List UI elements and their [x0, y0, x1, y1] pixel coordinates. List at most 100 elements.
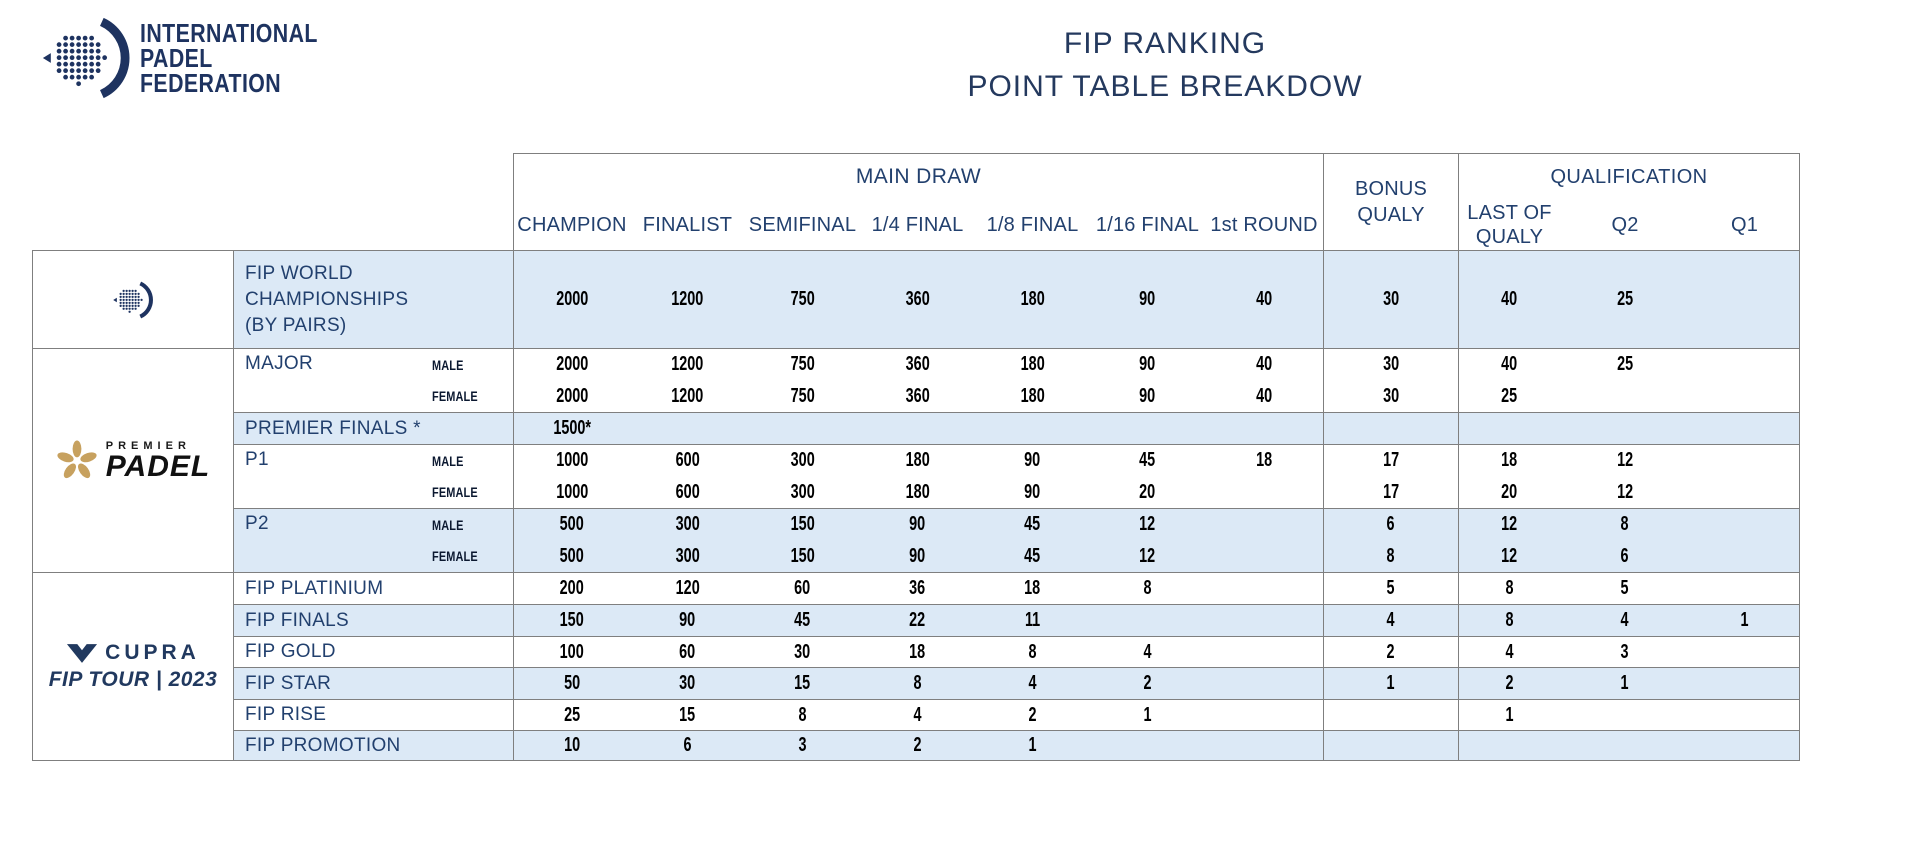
header-eighth-final: 1/8 FINAL [975, 200, 1090, 250]
cell-text: 360 [905, 353, 930, 375]
cell-text: 40 [1501, 288, 1518, 310]
points-cell: 360 [860, 380, 975, 412]
gender-cell: FEMALE [430, 476, 513, 508]
cell-text: 1200 [671, 288, 704, 310]
points-cell [1090, 604, 1205, 636]
cell-text: 150 [559, 609, 585, 631]
points-cell: 30 [1323, 380, 1458, 412]
points-cell [1205, 540, 1323, 572]
points-cell [860, 412, 975, 444]
points-cell: 90 [1090, 380, 1205, 412]
points-cell: 8 [860, 667, 975, 699]
points-cell: 15 [630, 699, 745, 730]
cell-text: 12 [1501, 544, 1518, 567]
points-cell [1690, 508, 1800, 540]
points-cell [1205, 412, 1323, 444]
cell-text: 22 [909, 609, 926, 631]
points-cell: 90 [860, 508, 975, 540]
fip-ball-icon [113, 281, 153, 318]
points-cell [1690, 348, 1800, 380]
points-cell: 100 [513, 636, 630, 667]
cell-text: 4 [1028, 672, 1037, 694]
points-cell [1090, 730, 1205, 761]
points-cell [1205, 667, 1323, 699]
points-cell [1690, 476, 1800, 508]
points-cell [1205, 636, 1323, 667]
points-cell [1560, 699, 1690, 730]
cell-text: FEMALE [432, 548, 478, 564]
points-cell: 180 [860, 476, 975, 508]
cell-text: 40 [1501, 353, 1518, 375]
points-cell [1690, 636, 1800, 667]
cell-text: 18 [909, 640, 926, 663]
cell-text: 30 [794, 640, 811, 663]
points-cell: 2000 [513, 348, 630, 380]
cell-text: 8 [798, 703, 807, 726]
points-cell: 2 [860, 730, 975, 761]
cell-text: 12 [1616, 480, 1634, 503]
brand-line-3: FEDERATION [140, 67, 282, 98]
points-cell: 90 [975, 476, 1090, 508]
points-cell [1560, 380, 1690, 412]
cell-text: 600 [675, 480, 700, 503]
points-cell [1205, 604, 1323, 636]
points-cell: 25 [1560, 348, 1690, 380]
cell-text: 50 [563, 672, 581, 694]
cell-text: 25 [1616, 288, 1634, 310]
points-cell: 3 [745, 730, 860, 761]
header-bonus-line1: BONUS [1354, 178, 1428, 200]
points-cell: 18 [1205, 444, 1323, 476]
page-title: FIP RANKING POINT TABLE BREAKDOW [900, 22, 1430, 108]
cell-text: 6 [1620, 544, 1630, 567]
cell-text: 40 [1255, 384, 1273, 407]
category-cell: MAJOR [233, 348, 430, 412]
cell-text: FIP WORLD CHAMPIONSHIPS [245, 262, 409, 310]
points-cell: 45 [975, 508, 1090, 540]
cell-text: 18 [1024, 577, 1041, 599]
points-cell: 90 [860, 540, 975, 572]
cell-text: 750 [790, 353, 815, 375]
category-cell: FIP GOLD [233, 636, 513, 667]
cell-text: 180 [1020, 384, 1045, 407]
cell-text: 90 [909, 544, 926, 567]
fip-ball-icon [42, 17, 130, 99]
premier-label: PREMIER [105, 439, 191, 452]
points-cell: 1 [975, 730, 1090, 761]
cell-text: 1 [1505, 703, 1514, 726]
header-bonus-line2: QUALY [1357, 204, 1425, 226]
cell-text: 1500* [553, 417, 591, 439]
points-cell: 6 [1560, 540, 1690, 572]
points-cell [1323, 699, 1458, 730]
points-cell: 90 [1090, 250, 1205, 348]
cell-text: 20 [1501, 480, 1518, 503]
points-cell: 1200 [630, 250, 745, 348]
points-cell [1690, 572, 1800, 604]
cell-text: 1200 [671, 353, 704, 375]
cell-text: 12 [1139, 513, 1156, 535]
cell-text: 150 [790, 513, 815, 535]
points-cell: 25 [513, 699, 630, 730]
cell-text: 8 [1143, 577, 1152, 599]
cell-text: 300 [790, 449, 815, 471]
cell-text: FIP STAR [245, 672, 332, 694]
cupra-label: CUPRA [105, 641, 200, 664]
header-main-draw: MAIN DRAW [513, 153, 1323, 200]
cell-text: 180 [1020, 353, 1045, 375]
cell-text: 120 [675, 577, 700, 599]
category-cell: FIP WORLD CHAMPIONSHIPS (BY PAIRS) [233, 250, 513, 348]
category-cell: FIP PLATINIUM [233, 572, 513, 604]
cell-text: 20 [1139, 480, 1156, 503]
points-cell: 60 [630, 636, 745, 667]
cell-text: 90 [1139, 288, 1156, 310]
header-finalist: FINALIST [630, 200, 745, 250]
points-cell [1690, 444, 1800, 476]
points-cell: 1200 [630, 348, 745, 380]
cell-text: 2 [913, 734, 922, 756]
points-cell: 180 [975, 380, 1090, 412]
cell-text: 60 [679, 640, 696, 663]
points-cell: 6 [630, 730, 745, 761]
cell-text: 500 [559, 544, 585, 567]
points-cell [1560, 730, 1690, 761]
points-cell: 4 [1090, 636, 1205, 667]
points-cell: 5 [1560, 572, 1690, 604]
